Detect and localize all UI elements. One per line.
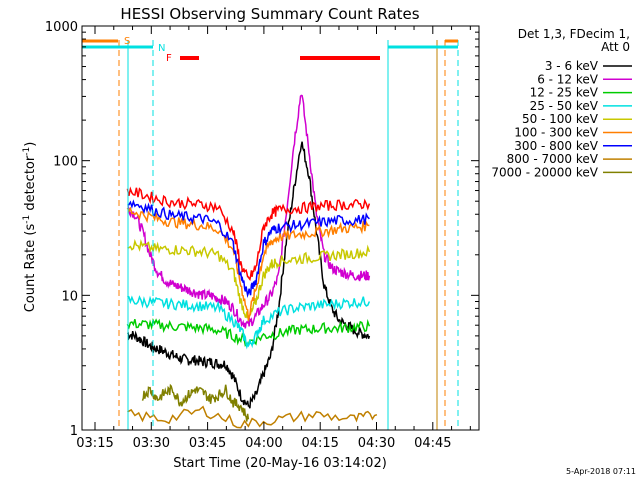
legend-entry-label: 300 - 800 keV xyxy=(514,139,598,153)
series-line xyxy=(141,383,250,422)
legend-entry-label: 25 - 50 keV xyxy=(530,99,599,113)
flag-bars: S NF xyxy=(82,36,458,64)
x-tick-label: 04:15 xyxy=(301,436,338,451)
x-axis-label: Start Time (20-May-16 03:14:02) xyxy=(173,456,387,471)
legend-entry-label: 12 - 25 keV xyxy=(530,86,599,100)
flare-flag-label: F xyxy=(166,53,172,64)
series-line xyxy=(126,186,371,281)
series-line xyxy=(127,238,371,323)
series-group xyxy=(126,94,378,429)
x-tick-label: 04:45 xyxy=(414,436,451,451)
series-line xyxy=(126,141,371,409)
timestamp: 5-Apr-2018 07:11 xyxy=(566,467,636,476)
y-tick-label: 100 xyxy=(53,155,78,170)
legend-entry-label: 50 - 100 keV xyxy=(522,112,599,126)
y-tick-label: 1 xyxy=(70,424,78,439)
series-line xyxy=(127,295,371,350)
axes: 03:15 03:30 03:45 04:00 04:15 04:30 04:45 1 10 10… xyxy=(45,20,480,451)
y-axis-label-sup2: -1 xyxy=(22,147,32,156)
x-tick-label: 04:00 xyxy=(245,436,282,451)
legend-entry-label: 6 - 12 keV xyxy=(537,72,599,86)
legend-entry-label: 800 - 7000 keV xyxy=(507,152,599,166)
x-tick-label: 04:30 xyxy=(358,436,395,451)
x-tick-label: 03:30 xyxy=(133,436,170,451)
night-flag-label: N xyxy=(158,43,165,54)
legend-entry-label: 100 - 300 keV xyxy=(514,126,598,140)
y-axis-label-main: Count Rate (s xyxy=(23,224,38,313)
legend-entry-label: 7000 - 20000 keV xyxy=(491,165,598,179)
chart-title: HESSI Observing Summary Count Rates xyxy=(120,5,419,23)
saa-flag-label: S xyxy=(124,36,130,47)
x-tick-label: 03:15 xyxy=(76,436,113,451)
plot-area xyxy=(118,40,459,430)
y-axis-label: Count Rate (s-1 detector-1) xyxy=(22,142,38,313)
legend-entry-label: 3 - 6 keV xyxy=(545,59,599,73)
series-line xyxy=(127,405,378,429)
y-tick-label: 10 xyxy=(61,289,78,304)
legend-title-line2: Att 0 xyxy=(601,40,630,54)
x-tick-label: 03:45 xyxy=(189,436,226,451)
plot-frame xyxy=(81,25,480,431)
y-tick-label: 1000 xyxy=(45,20,78,35)
y-axis-label-mid: detector xyxy=(23,155,38,215)
series-line xyxy=(127,199,370,299)
legend-title-line1: Det 1,3, FDecim 1, xyxy=(518,27,630,41)
series-line xyxy=(126,206,370,321)
y-axis-label-sup1: -1 xyxy=(22,215,32,224)
y-axis-label-end: ) xyxy=(23,142,38,147)
